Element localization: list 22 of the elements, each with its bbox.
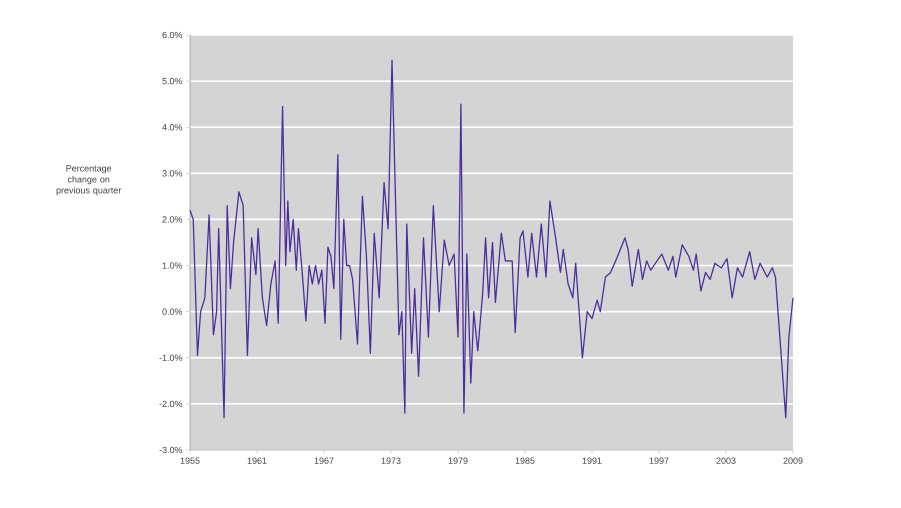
x-tick-label: 1979: [448, 458, 468, 464]
y-tick-label: 5.0%: [162, 78, 182, 84]
x-tick-label: 1997: [650, 458, 669, 464]
x-tick-label: 1961: [248, 458, 267, 464]
y-tick-label: 6.0%: [162, 32, 182, 38]
y-tick-label: 3.0%: [162, 170, 182, 177]
x-tick-label: 1973: [382, 458, 401, 464]
x-tick-label: 1967: [314, 458, 334, 464]
y-tick-label: 0.0%: [162, 308, 182, 315]
y-tick-label: -1.0%: [159, 354, 182, 361]
x-tick-label: 1991: [582, 458, 602, 464]
y-tick-label: 2.0%: [162, 216, 182, 223]
x-tick-label: 2009: [783, 458, 803, 464]
y-tick-label: 4.0%: [162, 124, 182, 130]
y-tick-label: 1.0%: [162, 262, 182, 269]
y-tick-label: -2.0%: [159, 400, 182, 408]
y-axis-title: Percentage change on previous quarter: [56, 165, 122, 196]
x-tick-label: 1955: [180, 458, 200, 464]
x-tick-label: 1985: [516, 458, 535, 464]
x-tick-label: 2003: [716, 458, 736, 464]
line-series: [189, 60, 794, 418]
y-tick-label: -3.0%: [159, 446, 182, 454]
